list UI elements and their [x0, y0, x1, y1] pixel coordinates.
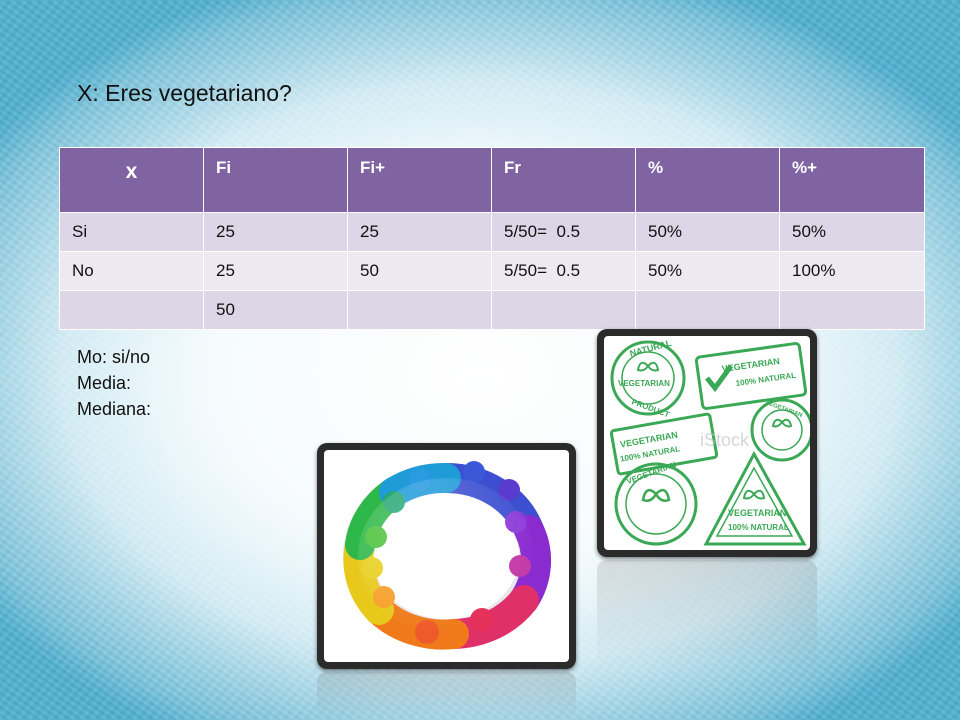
table-header-row: x Fi Fi+ Fr % %+ — [59, 147, 925, 213]
table-cell: 50% — [635, 212, 780, 252]
table-row: Si 25 25 5/50= 0.5 50% 50% — [59, 212, 925, 252]
mean-label: Media: — [77, 373, 132, 393]
header-fr: Fr — [491, 147, 636, 213]
watermark-text: iStock — [700, 430, 750, 450]
table-cell: 50 — [347, 251, 492, 291]
table-cell: 5/50= 0.5 — [491, 212, 636, 252]
stamp-text: VEGETARIAN — [618, 379, 670, 388]
table-cell: 50% — [779, 212, 925, 252]
vegetarian-stamps-image: NATURAL VEGETARIAN PRODUCT VEGETARIAN 10… — [597, 329, 817, 557]
stamp-text: PRODUCT — [630, 397, 670, 419]
table-cell: 50 — [203, 290, 348, 330]
statistics-list: Mo: si/no Media: Mediana: — [77, 344, 151, 422]
stamp-text: 100% NATURAL — [728, 523, 789, 532]
table-cell: 25 — [203, 212, 348, 252]
table-row: No 25 50 5/50= 0.5 50% 100% — [59, 251, 925, 291]
table-row: 50 — [59, 290, 925, 330]
table-cell — [779, 290, 925, 330]
table-cell: 100% — [779, 251, 925, 291]
frequency-table: x Fi Fi+ Fr % %+ Si 25 25 5/50= 0.5 50% … — [59, 147, 925, 330]
median-label: Mediana: — [77, 399, 152, 419]
table-cell — [635, 290, 780, 330]
table-cell: No — [59, 251, 204, 291]
stamps-image-reflection — [597, 560, 817, 670]
table-cell — [59, 290, 204, 330]
table-cell: 50% — [635, 251, 780, 291]
stamp-text: 100% NATURAL — [735, 371, 797, 388]
table-cell: 25 — [347, 212, 492, 252]
stamp-text: VEGETARIAN — [721, 356, 780, 374]
people-circle-illustration — [343, 461, 552, 650]
table-cell: 25 — [203, 251, 348, 291]
table-cell: 5/50= 0.5 — [491, 251, 636, 291]
people-circle-image — [317, 443, 576, 669]
people-image-reflection — [317, 672, 576, 720]
slide-title: X: Eres vegetariano? — [77, 80, 292, 106]
table-cell — [347, 290, 492, 330]
header-fi-cumulative: Fi+ — [347, 147, 492, 213]
mode-label: Mo: si/no — [77, 347, 151, 367]
stamps-illustration: NATURAL VEGETARIAN PRODUCT VEGETARIAN 10… — [609, 338, 810, 546]
header-fi: Fi — [203, 147, 348, 213]
header-percent-cumulative: %+ — [779, 147, 925, 213]
table-cell — [491, 290, 636, 330]
table-cell: Si — [59, 212, 204, 252]
header-x: x — [59, 147, 204, 213]
header-percent: % — [635, 147, 780, 213]
stamp-text: VEGETARIAN — [728, 508, 786, 518]
